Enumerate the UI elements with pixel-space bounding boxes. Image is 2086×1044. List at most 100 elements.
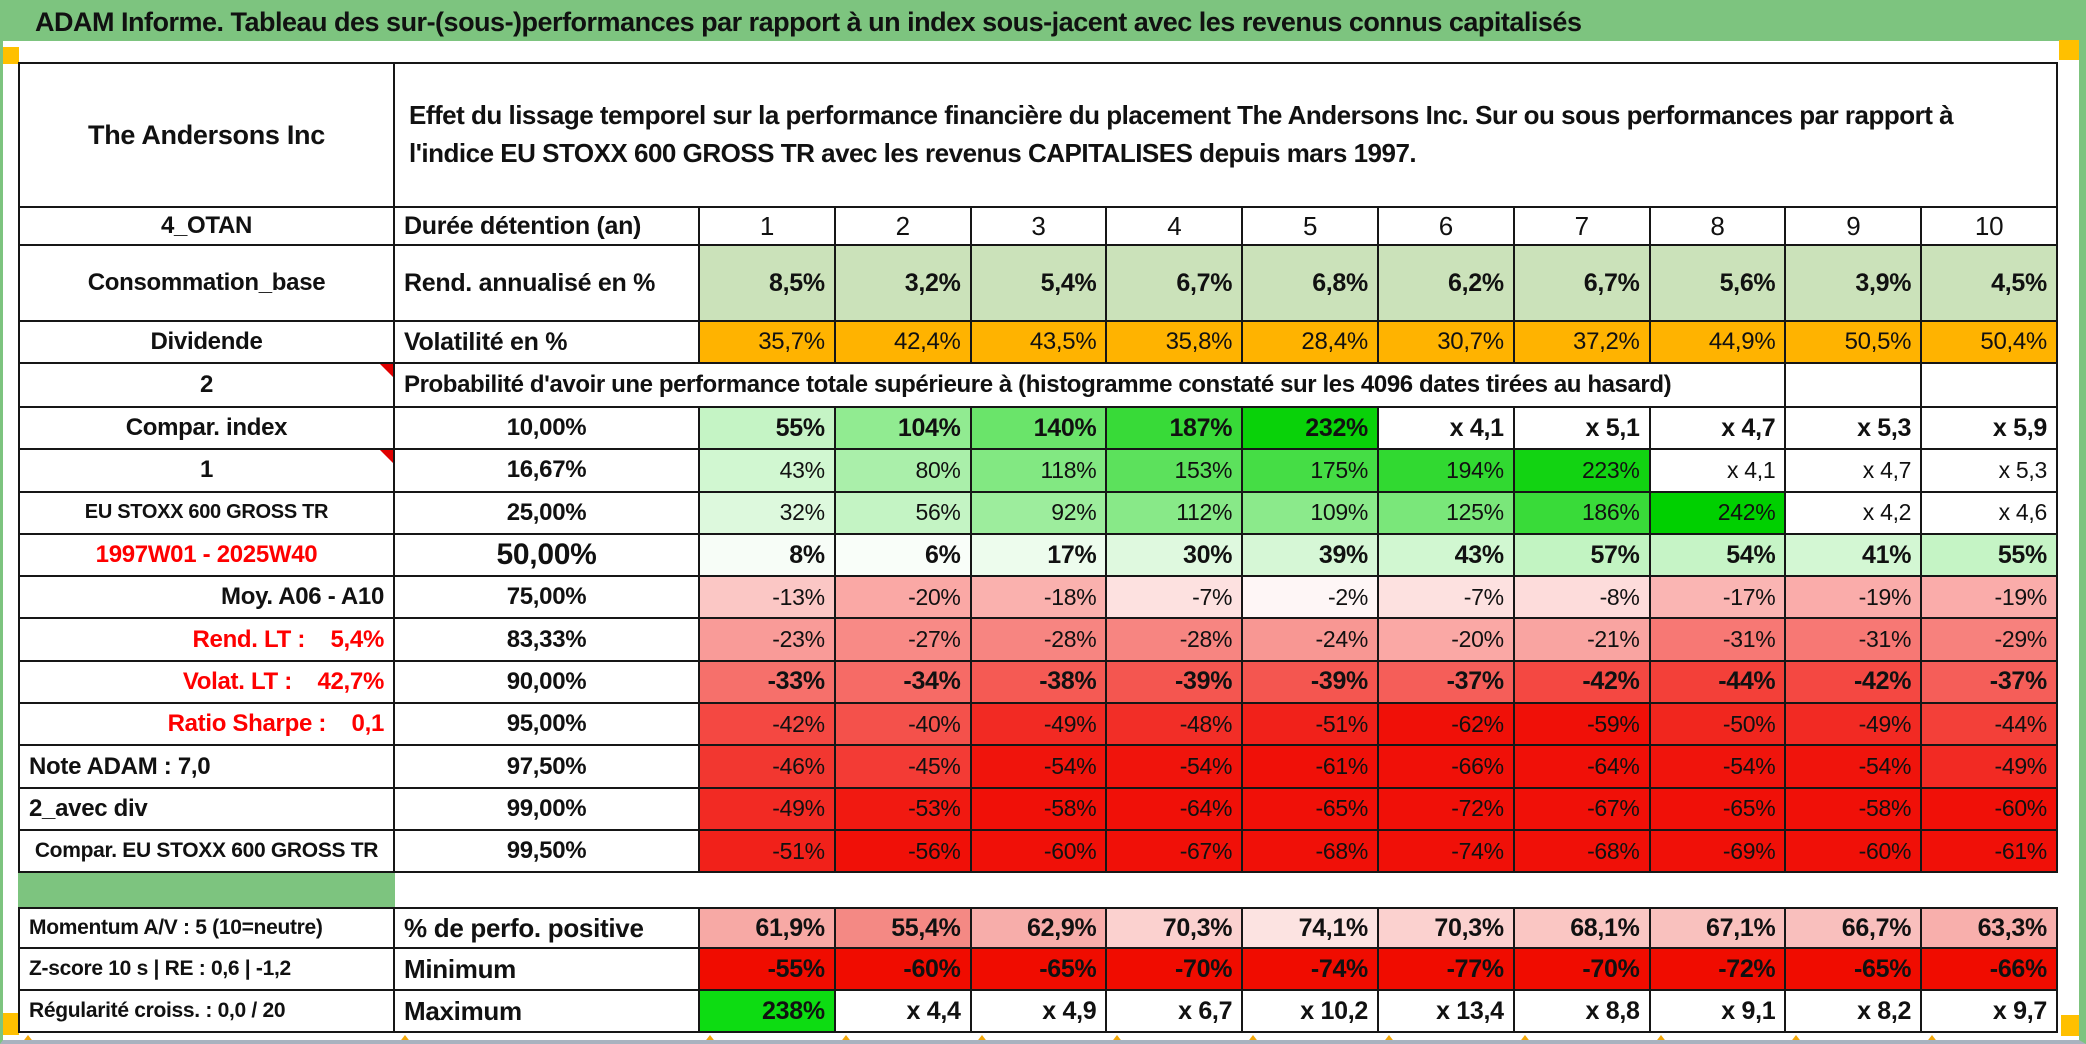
value-cell: -18% [971, 577, 1108, 620]
row-label: Ratio Sharpe : 0,1 [18, 704, 395, 747]
value-cell: -66% [1922, 949, 2058, 992]
value-cell: -51% [1243, 704, 1379, 747]
row-label: Compar. EU STOXX 600 GROSS TR [18, 830, 395, 874]
value-cell: 8,5% [700, 246, 836, 322]
percentile-cell: 99,50% [395, 830, 700, 874]
corner-marker-top-right [2059, 40, 2079, 60]
value-cell: 66,7% [1786, 907, 1923, 950]
column-header: 6 [1378, 208, 1515, 246]
value-cell: -31% [1650, 619, 1787, 662]
value-cell: -37% [1378, 661, 1515, 705]
table-row: 2_avec div 99,00% -49% -53% -58% -64% -65% -72%… [18, 788, 2058, 831]
value-cell: 35,7% [700, 322, 836, 364]
value-cell: 55,4% [835, 907, 972, 950]
value-cell: -29% [1922, 619, 2058, 662]
value-cell: -58% [971, 788, 1108, 831]
value-cell: -23% [700, 619, 836, 662]
value-cell: 5,4% [971, 246, 1108, 322]
table-row: 1 16,67% 43% 80% 118% 153% 175% 194% 223% x 4,1 x … [18, 450, 2058, 493]
value-cell: -54% [1786, 746, 1923, 789]
value-cell: 32% [700, 492, 836, 535]
table-description-cell: Effet du lissage temporel sur la perform… [395, 62, 2058, 208]
row-label: Momentum A/V : 5 (10=neutre) [18, 907, 395, 950]
value-cell: -19% [1786, 577, 1923, 620]
value-cell: x 5,3 [1922, 450, 2058, 493]
corner-marker-bottom-right [2061, 1015, 2079, 1036]
spill-marker-icon [1246, 1035, 1261, 1040]
percentile-cell: 16,67% [395, 450, 700, 493]
value-cell: x 5,3 [1786, 408, 1923, 451]
value-cell: -19% [1922, 577, 2058, 620]
metric-label: Rend. annualisé en % [395, 246, 700, 322]
value-cell: x 9,1 [1650, 991, 1787, 1034]
value-cell: -67% [1107, 830, 1244, 874]
comment-cell: 2 [18, 364, 395, 408]
empty-cell [1922, 364, 2058, 408]
value-cell: 153% [1107, 450, 1244, 493]
percentile-cell: 83,33% [395, 619, 700, 662]
value-cell: -42% [1786, 661, 1923, 705]
spill-marker-icon [1110, 1035, 1125, 1040]
section-separator [18, 873, 2058, 908]
value-cell: 35,8% [1107, 322, 1244, 364]
spill-marker-icon [1517, 1035, 1532, 1040]
value-cell: 175% [1243, 450, 1379, 493]
value-cell: 223% [1514, 450, 1651, 493]
empty-cell [1786, 364, 1923, 408]
value-cell: -49% [1786, 704, 1923, 747]
metric-label: Minimum [395, 949, 700, 992]
value-cell: 6,8% [1243, 246, 1379, 322]
value-cell: -42% [1514, 661, 1651, 705]
column-header: 3 [971, 208, 1108, 246]
value-cell: -66% [1378, 746, 1515, 789]
table-row: EU STOXX 600 GROSS TR 25,00% 32% 56% 92% 112%… [18, 492, 2058, 535]
value-cell: -42% [700, 704, 836, 747]
value-cell: -51% [700, 830, 836, 874]
value-cell: -59% [1514, 704, 1651, 747]
value-cell: 41% [1786, 534, 1923, 578]
value-cell: x 5,1 [1514, 408, 1651, 451]
value-cell: -68% [1243, 830, 1379, 874]
instrument-name-cell: The Andersons Inc [18, 62, 395, 208]
value-cell: 30,7% [1378, 322, 1515, 364]
value-cell: -74% [1378, 830, 1515, 874]
row-label: Régularité croiss. : 0,0 / 20 [18, 991, 395, 1034]
value-cell: 42,4% [835, 322, 972, 364]
value-cell: 194% [1378, 450, 1515, 493]
spill-marker-icon [703, 1035, 717, 1040]
value-cell: -65% [971, 949, 1108, 992]
value-cell: 112% [1107, 492, 1244, 535]
value-cell: 70,3% [1107, 907, 1244, 950]
value-cell: -70% [1107, 949, 1244, 992]
value-cell: -61% [1922, 830, 2058, 874]
value-cell: -45% [835, 746, 972, 789]
value-cell: 6,7% [1514, 246, 1651, 322]
value-cell: x 6,7 [1107, 991, 1244, 1034]
value-cell: 109% [1243, 492, 1379, 535]
value-cell: 3,2% [835, 246, 972, 322]
column-header: 8 [1650, 208, 1787, 246]
value-cell: -20% [1378, 619, 1515, 662]
table-row: 4_OTAN Durée détention (an) 1 2 3 4 5 6 7 8 9 10 [18, 208, 2058, 246]
value-cell: 50,5% [1786, 322, 1923, 364]
value-cell: 37,2% [1514, 322, 1651, 364]
value-cell: 104% [835, 408, 972, 451]
table-row: Note ADAM : 7,0 97,50% -46% -45% -54% -54% -61… [18, 746, 2058, 789]
value-cell: 242% [1650, 492, 1787, 535]
value-cell: -64% [1107, 788, 1244, 831]
percentile-cell: 25,00% [395, 492, 700, 535]
value-cell: -34% [835, 661, 972, 705]
row-label: Volat. LT : 42,7% [18, 661, 395, 705]
spill-marker-icon [1653, 1035, 1668, 1040]
value-cell: 28,4% [1243, 322, 1379, 364]
corner-marker-bottom-left [3, 1013, 19, 1035]
value-cell: x 5,9 [1922, 408, 2058, 451]
percentile-cell: 90,00% [395, 661, 700, 705]
spill-marker-icon [838, 1035, 853, 1040]
value-cell: 80% [835, 450, 972, 493]
spill-marker-icon [1382, 1035, 1396, 1040]
column-header: 1 [700, 208, 836, 246]
value-cell: -39% [1107, 661, 1244, 705]
value-cell: 187% [1107, 408, 1244, 451]
value-cell: 17% [971, 534, 1108, 578]
